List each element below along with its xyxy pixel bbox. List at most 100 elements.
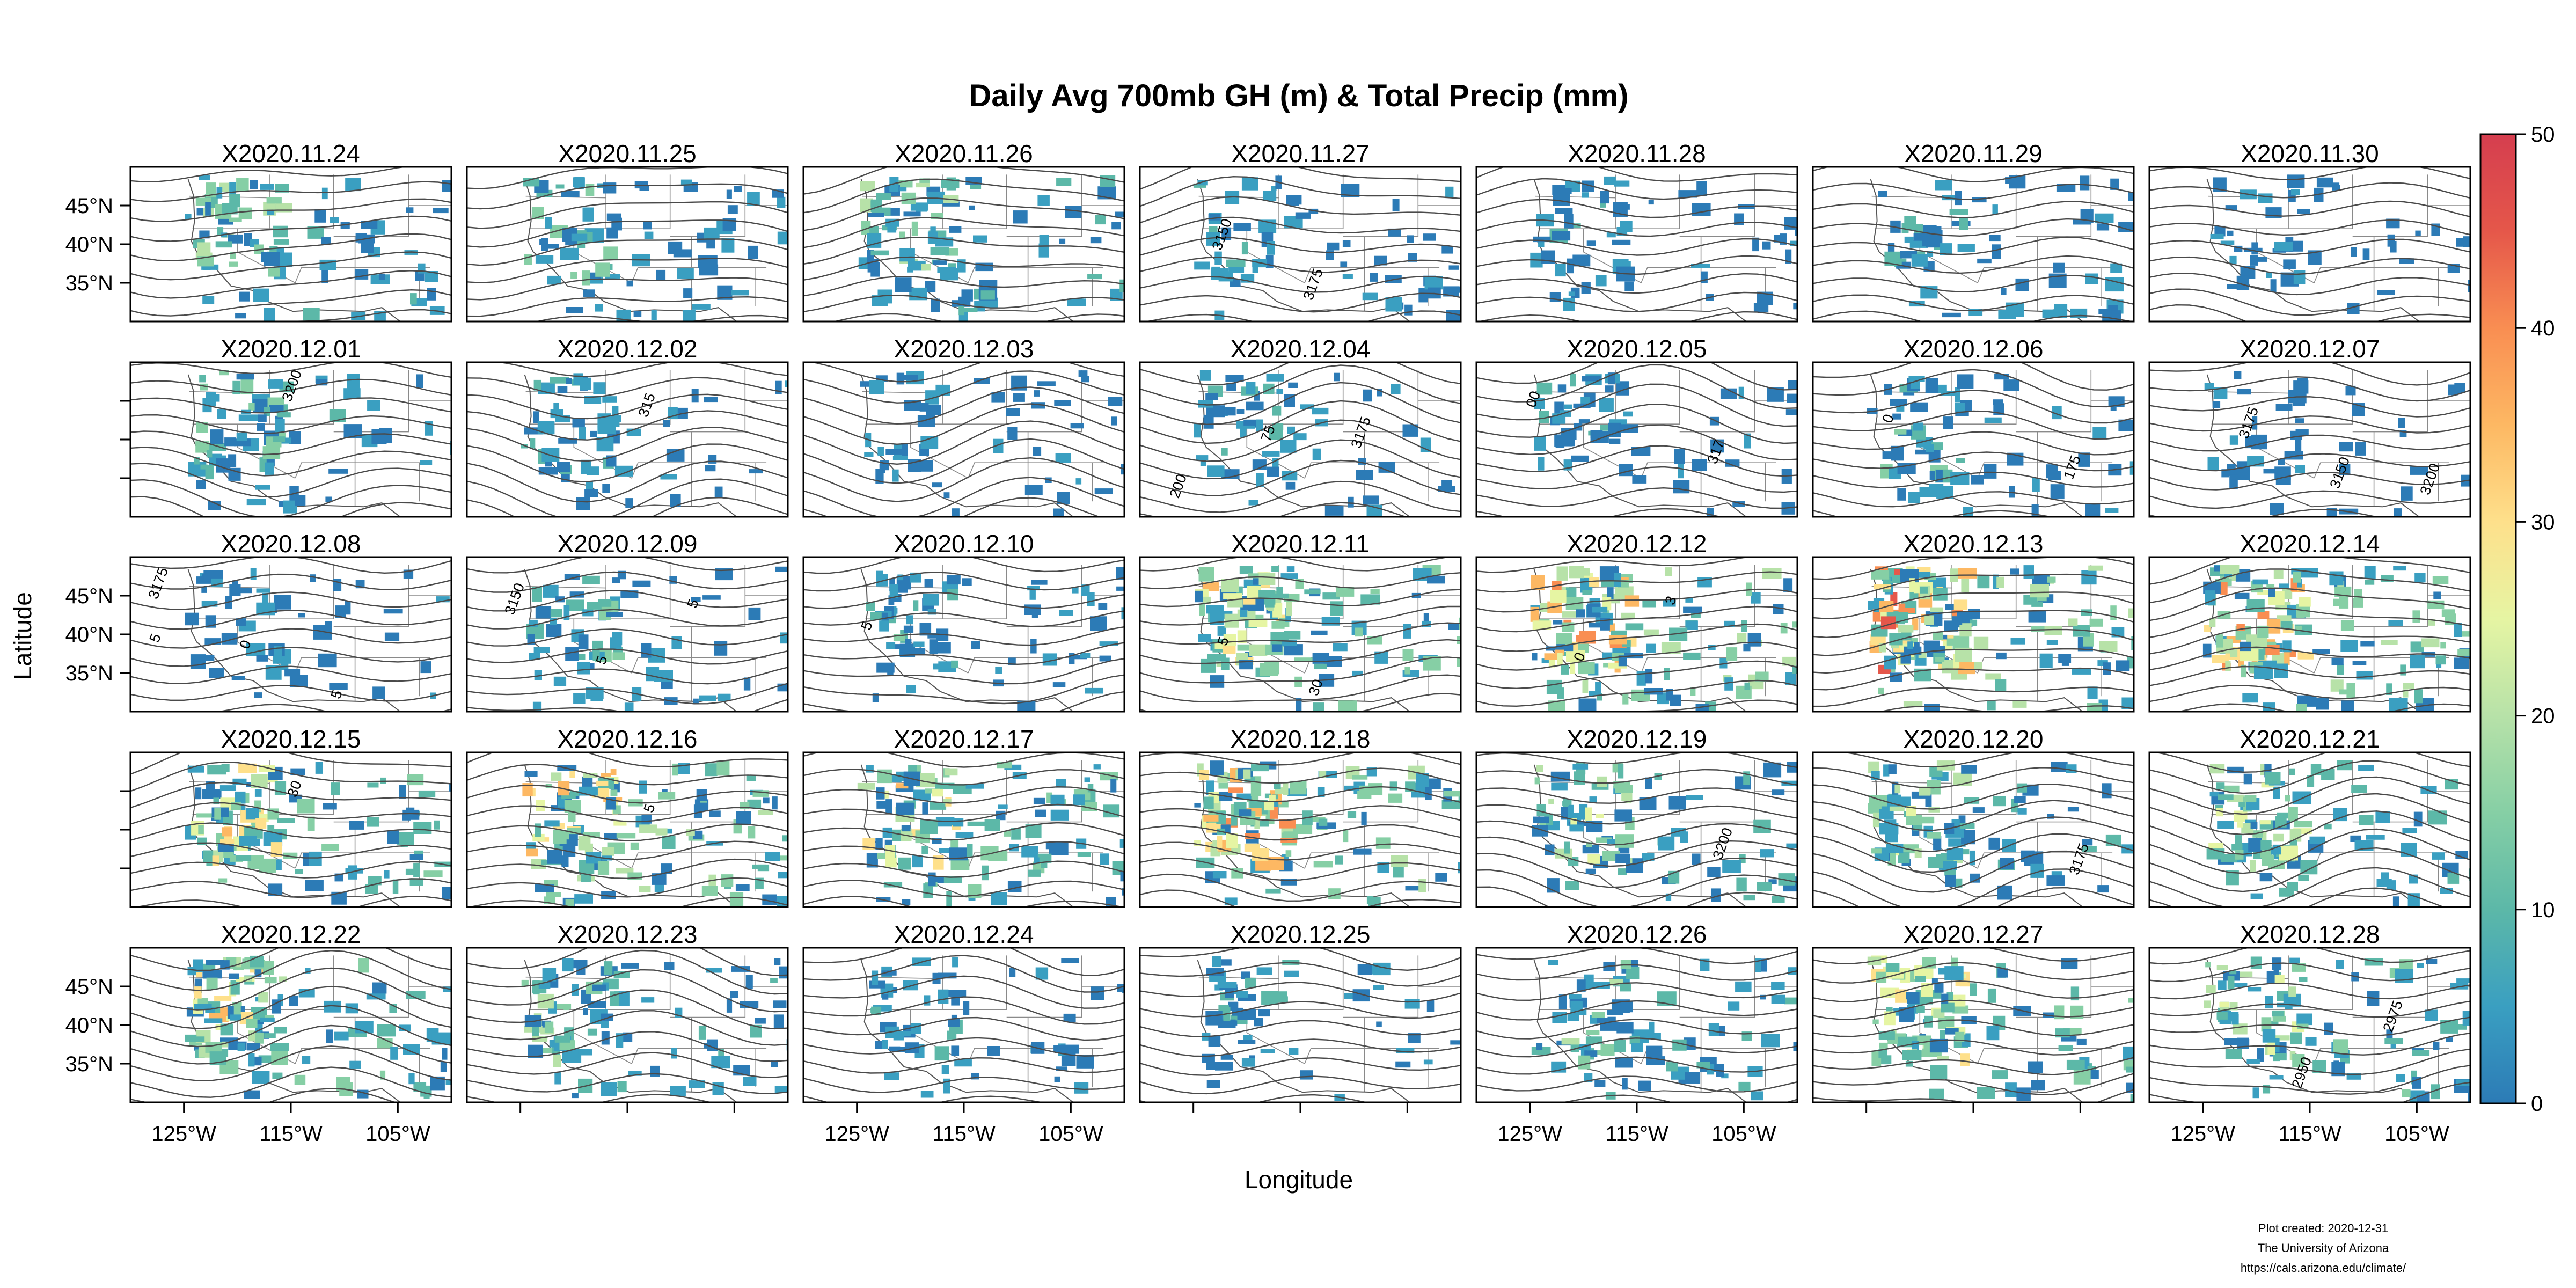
precip-cell: [598, 599, 612, 607]
precip-cell: [876, 801, 890, 809]
precip-cell: [572, 1093, 579, 1099]
precip-cell: [1264, 802, 1275, 811]
height-contour: [1140, 1001, 1461, 1019]
height-contour: [1476, 964, 1797, 981]
precip-cell: [1604, 176, 1616, 185]
height-contour: [2149, 568, 2470, 604]
precip-cell: [194, 1004, 212, 1009]
precip-cell: [1570, 659, 1576, 674]
x-tick-label: 125°W: [824, 1122, 889, 1146]
precip-cell: [1958, 662, 1975, 675]
panel-frame: [2148, 751, 2471, 908]
precip-cell: [264, 977, 277, 984]
precip-cell: [1249, 644, 1268, 656]
precip-cell: [2275, 404, 2293, 411]
height-contour: [1813, 510, 2054, 517]
precip-cell: [302, 1056, 311, 1064]
precip-cell: [1884, 1011, 1896, 1026]
panel-title: X2020.11.26: [895, 140, 1033, 167]
precip-cell: [1199, 603, 1205, 616]
precip-cell: [1094, 488, 1113, 494]
precip-cell: [906, 615, 913, 625]
precip-cell: [2339, 689, 2351, 695]
precip-cell: [2279, 887, 2294, 897]
precip-cell: [1795, 225, 1797, 236]
precip-cell: [240, 379, 254, 394]
precip-cell: [1294, 676, 1302, 687]
precip-cell: [660, 474, 677, 480]
precip-cell: [2284, 650, 2290, 665]
precip-cell: [206, 781, 215, 796]
precip-cell: [1344, 993, 1355, 999]
precip-cell: [1586, 1030, 1600, 1035]
precip-cell: [2414, 573, 2426, 583]
precip-cell: [626, 280, 633, 287]
height-contour: [2149, 867, 2470, 907]
precip-cell: [1269, 428, 1283, 440]
precip-cell: [1616, 1022, 1634, 1034]
precip-cell: [1198, 400, 1213, 408]
precip-cell: [1225, 407, 1236, 416]
precip-cell: [2010, 638, 2025, 645]
precip-cell: [583, 773, 598, 778]
height-contour: [1140, 589, 1461, 608]
precip-cell: [932, 482, 942, 488]
precip-cell: [557, 462, 570, 472]
precip-cell: [1538, 457, 1545, 471]
precip-cell: [1724, 677, 1733, 691]
precip-cell: [321, 268, 328, 283]
precip-cell: [935, 384, 950, 396]
precip-cell: [553, 830, 567, 844]
precip-cell: [1741, 620, 1747, 632]
precip-cell: [1595, 275, 1607, 287]
precip-cell: [2246, 1059, 2260, 1064]
precip-cell: [1771, 994, 1785, 1004]
precip-cell: [1536, 1043, 1543, 1050]
precip-cell: [1564, 214, 1574, 229]
precip-cell: [1897, 488, 1906, 501]
precip-cell: [774, 958, 781, 965]
precip-cell: [1925, 792, 1932, 807]
precip-cell: [604, 961, 613, 975]
height-contour: [130, 270, 451, 299]
precip-cell: [399, 1024, 411, 1031]
precip-cell: [2265, 996, 2273, 1009]
precip-cell: [1403, 624, 1411, 639]
height-contour: [803, 610, 1124, 627]
precip-cell: [1738, 386, 1744, 399]
precip-cell: [1926, 226, 1942, 238]
precip-cell: [2058, 1045, 2073, 1051]
precip-cell: [763, 797, 770, 804]
height-contour: [130, 802, 451, 825]
precip-cell: [1217, 836, 1223, 851]
precip-cell: [775, 566, 788, 572]
precip-cell: [443, 986, 451, 992]
precip-cell: [898, 857, 911, 870]
precip-cell: [1970, 619, 1978, 626]
precip-cell: [2218, 794, 2234, 800]
precip-cell: [1968, 609, 1980, 619]
precip-cell: [273, 239, 289, 245]
map-panel: X2020.11.26: [802, 140, 1125, 323]
precip-cell: [2012, 701, 2027, 708]
precip-cell: [938, 972, 957, 979]
height-contour: [467, 219, 788, 248]
panel-title: X2020.12.15: [221, 725, 361, 753]
height-contour: [1140, 1020, 1461, 1037]
panel-frame: [2148, 556, 2471, 713]
precip-cell: [1942, 660, 1953, 674]
precip-cell: [431, 1032, 451, 1045]
precip-cell: [250, 180, 258, 189]
precip-cell: [345, 178, 361, 192]
height-contour: [1476, 255, 1797, 275]
height-contour: [1813, 1039, 2134, 1056]
precip-cell: [380, 777, 386, 784]
height-contour: [467, 1031, 788, 1062]
x-tick-label: 105°W: [1711, 1122, 1776, 1146]
height-contour: [1140, 858, 1461, 881]
colorbar-tick-label: 20: [2531, 705, 2555, 728]
height-contour: [1813, 255, 2134, 274]
precip-cell: [1218, 272, 1233, 282]
